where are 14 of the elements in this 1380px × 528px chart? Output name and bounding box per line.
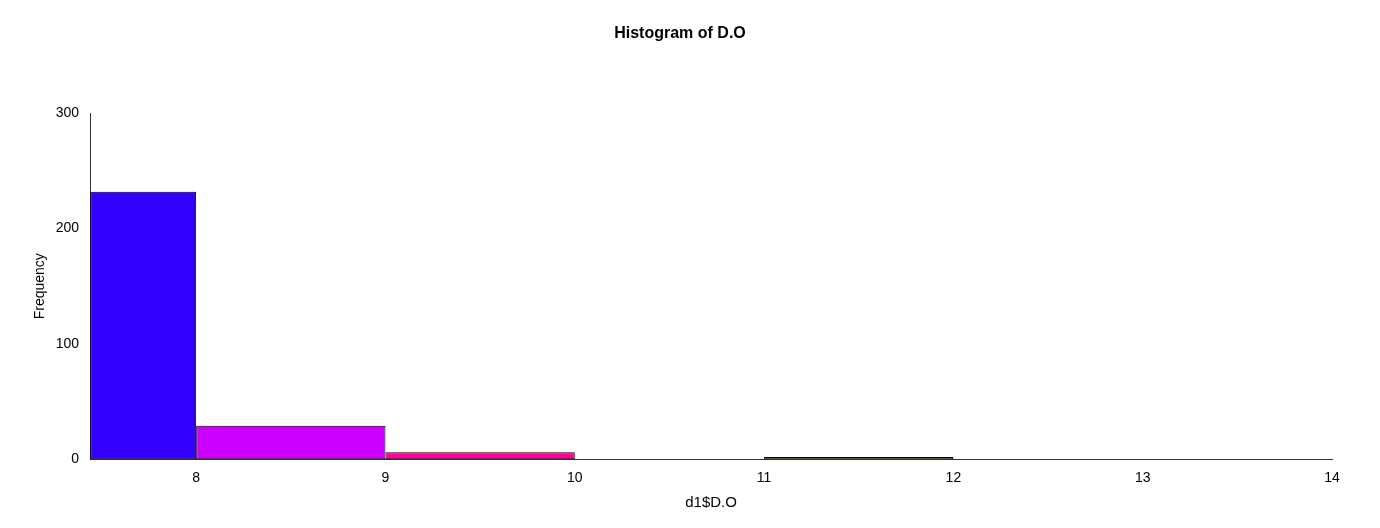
x-tick-label: 13 [1134,469,1151,486]
y-tick-label: 100 [55,334,80,351]
x-tick-label: 9 [381,469,390,486]
y-axis-title: Frequency [31,253,48,320]
x-tick-label: 14 [1324,469,1340,486]
y-tick-label: 300 [55,104,80,121]
chart-title: Histogram of D.O [614,24,746,42]
y-tick-label: 0 [71,450,80,467]
y-tick-label: 200 [55,219,80,236]
x-tick-label: 11 [756,469,772,486]
x-tick-label: 12 [945,469,962,486]
x-tick-label: 8 [192,469,201,486]
x-tick-label: 10 [566,469,583,486]
x-axis-title: d1$D.O [685,493,737,511]
